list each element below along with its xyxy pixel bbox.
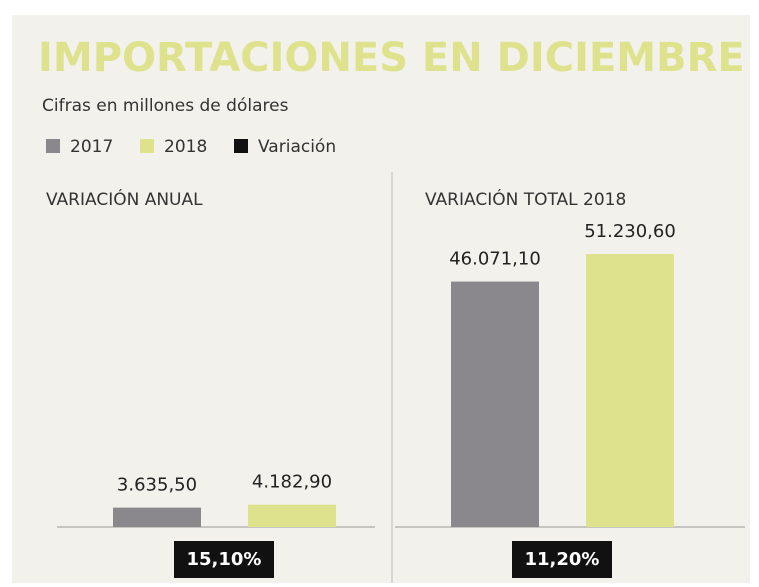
- value-label: 46.071,10: [449, 249, 541, 270]
- value-label: 3.635,50: [117, 475, 197, 496]
- legend-label: 2018: [164, 137, 207, 157]
- chart-title: VARIACIÓN TOTAL 2018: [425, 188, 626, 210]
- legend-swatch: [234, 139, 248, 153]
- bar: [586, 254, 674, 527]
- legend-label: Variación: [258, 137, 336, 157]
- subtitle: Cifras en millones de dólares: [42, 96, 289, 116]
- legend-label: 2017: [70, 137, 113, 157]
- chart-title: VARIACIÓN ANUAL: [46, 188, 203, 210]
- bar: [248, 504, 336, 527]
- legend-swatch: [46, 139, 60, 153]
- variation-label: 11,20%: [525, 549, 600, 570]
- bar: [451, 281, 539, 527]
- variation-box: [174, 541, 274, 578]
- variation-box: [512, 541, 612, 578]
- value-label: 4.182,90: [252, 472, 332, 493]
- title: IMPORTACIONES EN DICIEMBRE: [38, 35, 745, 81]
- variation-label: 15,10%: [187, 549, 262, 570]
- value-label: 51.230,60: [584, 221, 676, 242]
- legend-swatch: [140, 139, 154, 153]
- bar: [113, 507, 201, 527]
